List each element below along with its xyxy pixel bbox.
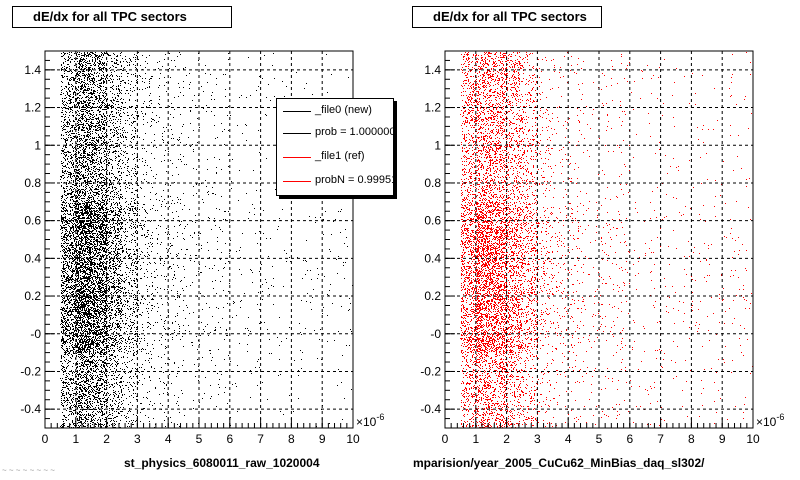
x-tick-label: 9 — [319, 432, 326, 446]
plot-panel-right: dE/dx for all TPC sectors 0 1 2 3 4 5 6 7 8 9 10 -0… — [400, 0, 800, 480]
x-tick-label: 1 — [472, 432, 479, 446]
y-tick-label: 1.4 — [424, 63, 441, 77]
x-tick-label: 9 — [719, 432, 726, 446]
x-tick-label: 7 — [657, 432, 664, 446]
x-tick-label: 5 — [596, 432, 603, 446]
chart-title-left: dE/dx for all TPC sectors — [12, 6, 232, 28]
y-tick-label: 1 — [434, 138, 441, 152]
x-tick-label: 5 — [196, 432, 203, 446]
legend-entry-file0: _file0 (new) — [277, 103, 393, 119]
footer-text: ~ ~ ~ ~ ~ ~ ~ ~ — [2, 466, 55, 475]
y-tick-label: 0.6 — [24, 214, 41, 228]
x-tick-label: 8 — [688, 432, 695, 446]
y-tick-label: -0.4 — [20, 402, 41, 416]
x-tick-label: 6 — [626, 432, 633, 446]
x-tick-label: 1 — [72, 432, 79, 446]
y-tick-label: -0 — [30, 327, 41, 341]
x-tick-label: 2 — [103, 432, 110, 446]
y-tick-label: -0 — [430, 327, 441, 341]
y-tick-label: 0.4 — [424, 251, 441, 265]
y-tick-label: 0.6 — [424, 214, 441, 228]
x-tick-label: 10 — [346, 432, 360, 446]
x-tick-label: 3 — [534, 432, 541, 446]
y-tick-label: -0.2 — [420, 364, 441, 378]
y-tick-label: 0.4 — [24, 251, 41, 265]
plot-panel-left: dE/dx for all TPC sectors 0 1 2 3 4 5 6 7 8 9 10 -0… — [2, 6, 394, 475]
legend-label-file1: _file1 (ref) — [315, 150, 365, 162]
legend-line-file1 — [283, 157, 311, 158]
y-tick-label: -0.2 — [20, 364, 41, 378]
scatter-plot-left: 0 1 2 3 4 5 6 7 8 9 10 -0.4 -0.2 -0 0.2 0.4 0.6 0.8 1 1.2 1.… — [20, 50, 384, 446]
x-axis-multiplier: ×10-6 — [756, 412, 784, 429]
x-axis-title-right: mparision/year_2005_CuCu62_MinBias_daq_s… — [413, 456, 705, 470]
x-tick-label: 4 — [165, 432, 172, 446]
legend-label-file0: _file0 (new) — [315, 104, 372, 116]
x-tick-label: 7 — [257, 432, 264, 446]
y-tick-label: 1 — [34, 138, 41, 152]
legend-label-prob: prob = 1.000000 — [315, 126, 394, 138]
y-tick-label: 1.2 — [24, 101, 41, 115]
chart-title-right: dE/dx for all TPC sectors — [412, 6, 602, 28]
x-tick-label: 0 — [42, 432, 49, 446]
scatter-points — [60, 52, 353, 428]
x-tick-label: 6 — [226, 432, 233, 446]
y-tick-label: -0.4 — [420, 402, 441, 416]
x-tick-label: 2 — [503, 432, 510, 446]
x-axis-multiplier: ×10-6 — [356, 412, 384, 429]
legend-entry-file1: _file1 (ref) — [277, 149, 393, 165]
legend-line-prob — [283, 133, 311, 134]
scatter-plot-right: 0 1 2 3 4 5 6 7 8 9 10 -0.4 -0.2 -0 0.2 0.4 0.6 0.8 1 1.2 1.… — [420, 50, 784, 446]
y-tick-label: 1.2 — [424, 101, 441, 115]
legend-line-probn — [283, 181, 311, 182]
legend-line-file0 — [283, 111, 311, 112]
x-tick-label: 3 — [134, 432, 141, 446]
y-tick-label: 0.8 — [24, 176, 41, 190]
x-tick-label: 10 — [746, 432, 760, 446]
legend: _file0 (new) prob = 1.000000 _file1 (ref… — [276, 98, 394, 196]
y-tick-label: 0.2 — [424, 289, 441, 303]
x-axis-title-left: st_physics_6080011_raw_1020004 — [124, 456, 320, 470]
x-tick-label: 0 — [442, 432, 449, 446]
x-tick-label: 4 — [565, 432, 572, 446]
x-tick-label: 8 — [288, 432, 295, 446]
y-tick-label: 1.4 — [24, 63, 41, 77]
y-tick-label: 0.2 — [24, 289, 41, 303]
legend-label-probn: probN = 0.999517 — [315, 174, 393, 186]
legend-entry-probn: probN = 0.999517 — [277, 173, 393, 189]
y-tick-label: 0.8 — [424, 176, 441, 190]
legend-entry-prob: prob = 1.000000 — [277, 125, 393, 141]
